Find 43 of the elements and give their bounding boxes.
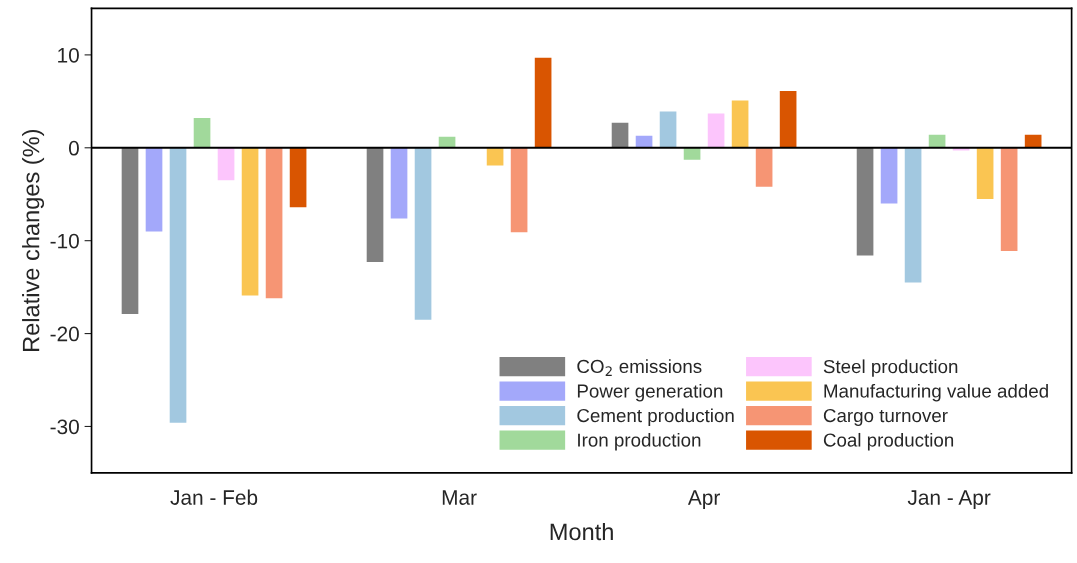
y-tick-label: -30 — [50, 419, 79, 435]
legend-label: Coal production — [823, 432, 954, 451]
legend-label: Cement production — [577, 408, 734, 426]
legend-label: Steel production — [823, 359, 958, 377]
legend-label: Iron production — [578, 432, 701, 451]
bar — [145, 147, 163, 232]
bar — [289, 147, 307, 208]
bar — [510, 147, 528, 233]
x-axis-title: Month — [550, 522, 613, 541]
y-tick-label: 10 — [58, 47, 79, 63]
bar — [121, 147, 139, 315]
x-tick-label: Apr — [687, 490, 720, 510]
bar — [779, 91, 797, 148]
y-tick-label: 0 — [68, 140, 79, 156]
bar — [1000, 147, 1018, 251]
bar — [414, 147, 432, 320]
x-tick-label: Jan - Feb — [170, 489, 258, 505]
bar — [241, 147, 259, 296]
bar — [217, 147, 235, 181]
bar — [659, 111, 677, 148]
bar — [731, 100, 749, 148]
bar — [976, 147, 994, 199]
bar — [390, 147, 408, 219]
y-tick-label: -20 — [50, 326, 79, 342]
bar — [169, 147, 187, 423]
y-axis-title: Relative changes (%) — [22, 129, 45, 351]
bar — [366, 147, 384, 263]
legend-label: Cargo turnover — [823, 408, 948, 426]
bar — [534, 57, 552, 148]
bar — [856, 147, 874, 256]
bar — [611, 122, 629, 148]
bar — [193, 118, 211, 148]
x-tick-label: Jan - Apr — [907, 490, 991, 510]
bar — [707, 113, 725, 148]
legend-label: Manufacturing value added — [824, 383, 1048, 402]
legend-label: Power generation — [577, 383, 723, 402]
y-tick-label: -10 — [50, 233, 79, 249]
bar — [904, 147, 922, 283]
bar — [265, 147, 283, 299]
x-tick-label: Mar — [442, 490, 477, 505]
legend-label: CO$_{2}$ emissions — [577, 359, 702, 376]
bar — [880, 147, 898, 204]
bar — [755, 147, 773, 187]
